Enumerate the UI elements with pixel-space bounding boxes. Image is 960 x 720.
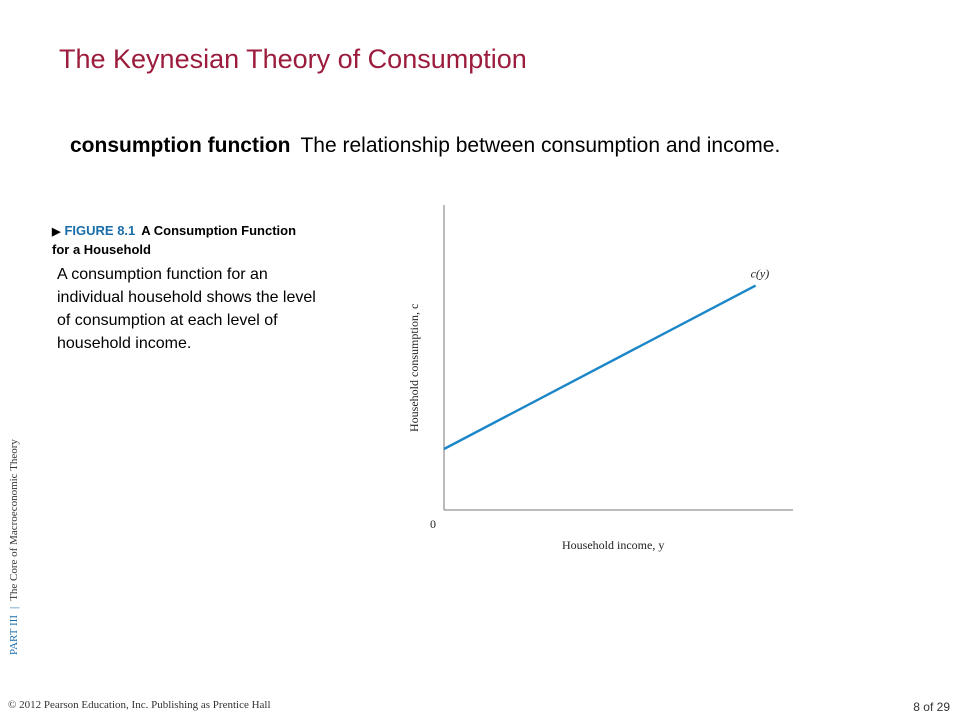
definition: consumption function The relationship bet…: [70, 134, 780, 158]
part-label: PART III: [8, 615, 20, 655]
consumption-function-line: [443, 284, 757, 451]
divider: |: [8, 606, 20, 609]
figure-description: A consumption function for an individual…: [57, 266, 316, 352]
page-number: 8 of 29: [913, 700, 950, 714]
figure-caption: ▶ FIGURE 8.1 A Consumption Function for a …: [52, 222, 312, 258]
figure-number: FIGURE 8.1: [64, 223, 136, 238]
y-axis-label: Household consumption, c: [407, 304, 421, 432]
side-label: PART III | The Core of Macroeconomic Theor…: [8, 439, 20, 655]
definition-text: The relationship between consumption and…: [300, 134, 781, 157]
definition-term: consumption function: [70, 134, 291, 157]
triangle-bullet-icon: ▶: [52, 226, 61, 238]
x-axis-label: Household income, y: [562, 538, 664, 552]
figure-title: A Consumption Function for a Household: [52, 223, 297, 257]
slide-title: The Keynesian Theory of Consumption: [59, 44, 527, 74]
copyright: © 2012 Pearson Education, Inc. Publishin…: [8, 699, 271, 711]
origin-label: 0: [430, 517, 436, 531]
series-label: c(y): [751, 267, 770, 281]
part-title: The Core of Macroeconomic Theory: [8, 439, 20, 601]
